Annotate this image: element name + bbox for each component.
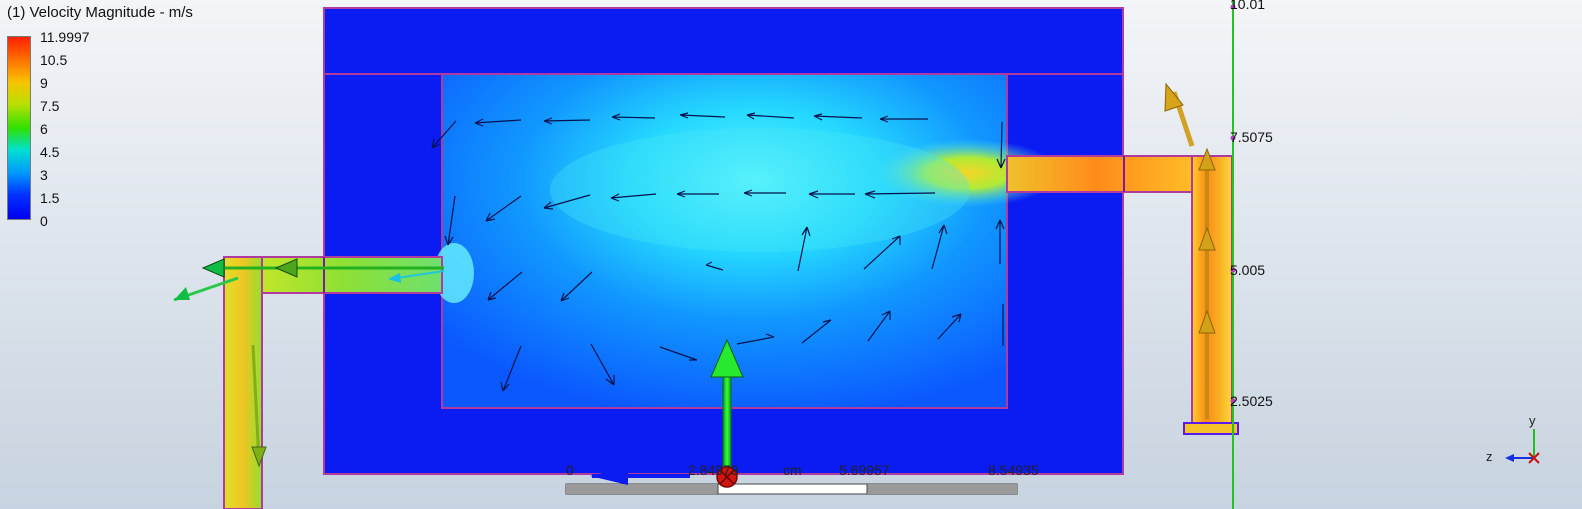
axis-label: 5.005 bbox=[1230, 262, 1266, 278]
velocity-legend: (1) Velocity Magnitude - m/s 11.9997 10.… bbox=[0, 0, 193, 240]
legend-tick-label: 7.5 bbox=[40, 98, 60, 114]
vector-arrow bbox=[879, 115, 928, 123]
triad-z-arrow-head bbox=[1505, 454, 1514, 462]
vector-arrow bbox=[996, 121, 1006, 169]
legend-color-bar bbox=[7, 36, 31, 220]
legend-tick-label: 0 bbox=[40, 213, 48, 229]
left-flow-diagonal-head bbox=[174, 287, 190, 300]
vector-arrow bbox=[543, 117, 591, 125]
vector-arrow bbox=[543, 194, 591, 210]
axis-tick-marker bbox=[1230, 398, 1236, 404]
scale-unit-label: cm bbox=[783, 462, 802, 478]
cyan-wake bbox=[550, 128, 970, 252]
vector-arrow bbox=[679, 112, 726, 119]
vector-arrow bbox=[813, 113, 863, 121]
vector-arrow bbox=[590, 343, 615, 386]
left-inlet-plume bbox=[434, 243, 474, 303]
vertical-axis bbox=[1230, 0, 1236, 509]
vector-arrow bbox=[863, 235, 901, 270]
scale-arrow-head bbox=[590, 467, 628, 485]
riser-vector-head bbox=[1198, 309, 1216, 334]
vector-arrow bbox=[937, 313, 962, 340]
right-riser-channel bbox=[1191, 155, 1233, 435]
vector-arrow bbox=[995, 219, 1005, 264]
vector-arrow bbox=[797, 226, 811, 272]
riser-vector-head bbox=[1198, 226, 1216, 251]
vector-arrow bbox=[560, 271, 593, 302]
legend-tick-label: 6 bbox=[40, 121, 48, 137]
legend-tick-label: 1.5 bbox=[40, 190, 60, 206]
triad-y-label: y bbox=[1529, 413, 1536, 428]
vector-arrow bbox=[487, 271, 523, 301]
right-base-fitting bbox=[1183, 422, 1239, 435]
flow-arrows bbox=[173, 82, 1216, 468]
axis-label: 2.5025 bbox=[1230, 393, 1273, 409]
vector-arrow bbox=[801, 319, 832, 344]
scale-bar bbox=[565, 467, 1018, 495]
scale-value-label: 5.69957 bbox=[839, 462, 890, 478]
legend-title: (1) Velocity Magnitude - m/s bbox=[7, 4, 193, 21]
down-flow-head bbox=[251, 446, 267, 468]
origin-cross bbox=[719, 469, 735, 485]
axis-label: 10.01 bbox=[1230, 0, 1266, 12]
scale-value-label: 8.54935 bbox=[988, 462, 1039, 478]
riser-vector-head bbox=[1198, 147, 1216, 171]
vector-arrow bbox=[931, 224, 948, 270]
legend-tick-label: 11.9997 bbox=[40, 29, 90, 45]
scale-bar-segment bbox=[566, 484, 718, 494]
vector-arrow bbox=[610, 193, 657, 202]
axis-label: 7.5075 bbox=[1230, 129, 1273, 145]
vector-arrow bbox=[808, 190, 855, 199]
legend-tick-label: 10.5 bbox=[40, 52, 68, 68]
gravity-arrow-shaft bbox=[722, 373, 732, 477]
axis-tick-marker bbox=[1230, 267, 1236, 273]
vector-arrow bbox=[431, 120, 457, 149]
triad-origin-cross bbox=[1528, 452, 1540, 464]
scale-value-label: 2.84978 bbox=[688, 462, 739, 478]
left-flow-head bbox=[274, 258, 298, 278]
vector-arrow bbox=[676, 190, 719, 198]
vector-arrow bbox=[864, 190, 936, 199]
vector-arrow bbox=[500, 345, 522, 392]
vector-arrow bbox=[444, 195, 456, 246]
orientation-triad bbox=[1505, 429, 1540, 464]
axis-tick-marker bbox=[1230, 135, 1236, 141]
legend-tick-label: 3 bbox=[40, 167, 48, 183]
velocity-vectors bbox=[431, 112, 1006, 392]
vector-arrow bbox=[746, 112, 795, 120]
axis-tick-marker bbox=[1230, 4, 1236, 10]
left-flow-head bbox=[201, 258, 225, 278]
scale-value-label: 0 bbox=[566, 462, 574, 478]
vector-arrow bbox=[474, 118, 522, 127]
gravity-arrow-group bbox=[710, 338, 744, 488]
triad-z-label: z bbox=[1486, 449, 1493, 464]
vector-arrow bbox=[485, 195, 522, 222]
vector-arrow bbox=[736, 333, 775, 345]
vector-arrow bbox=[659, 346, 698, 361]
inlet-flow-head bbox=[388, 273, 401, 283]
vector-arrow bbox=[867, 310, 891, 342]
legend-tick-label: 9 bbox=[40, 75, 48, 91]
legend-tick-label: 4.5 bbox=[40, 144, 60, 160]
down-flow-arrow bbox=[251, 344, 261, 463]
gravity-arrow-head bbox=[710, 338, 744, 378]
scale-bar-segment bbox=[867, 484, 1017, 494]
vector-arrow bbox=[705, 261, 724, 271]
vector-arrow bbox=[611, 113, 656, 121]
vector-arrow bbox=[743, 189, 786, 197]
outlet-vector-head bbox=[1164, 82, 1184, 112]
